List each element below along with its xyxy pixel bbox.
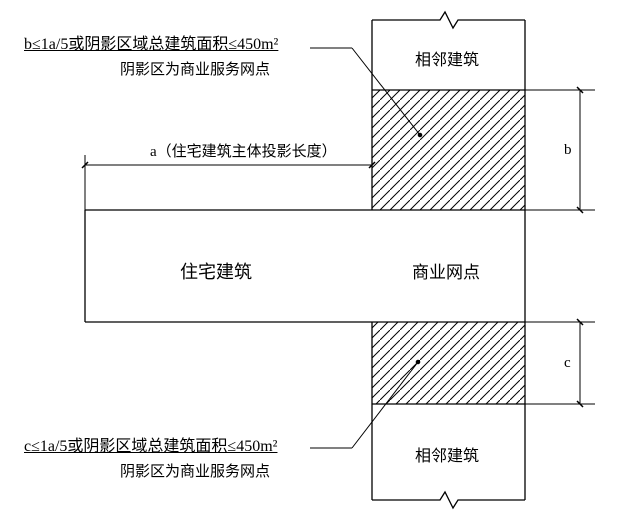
- neighbor-top-label: 相邻建筑: [415, 46, 479, 70]
- bottom-sub-label: 阴影区为商业服务网点: [120, 460, 270, 481]
- top-sub-label: 阴影区为商业服务网点: [120, 58, 270, 79]
- neighbor-bottom-label: 相邻建筑: [415, 442, 479, 466]
- commercial-label: 商业网点: [412, 258, 480, 283]
- dim-b-label: b: [564, 142, 572, 159]
- hatch-region-top: [372, 90, 525, 210]
- diagram-container: b≤1a/5或阴影区域总建筑面积≤450m² 阴影区为商业服务网点 a（住宅建筑…: [0, 0, 623, 524]
- dim-b: [525, 90, 595, 210]
- dim-c-label: c: [564, 355, 571, 372]
- dim-c: [525, 322, 595, 404]
- dim-a: [85, 155, 372, 210]
- bottom-rule-label: c≤1a/5或阴影区域总建筑面积≤450m²: [24, 432, 277, 456]
- top-rule-label: b≤1a/5或阴影区域总建筑面积≤450m²: [24, 30, 278, 54]
- residential-label: 住宅建筑: [180, 258, 252, 284]
- dim-a-label: a（住宅建筑主体投影长度）: [150, 140, 337, 161]
